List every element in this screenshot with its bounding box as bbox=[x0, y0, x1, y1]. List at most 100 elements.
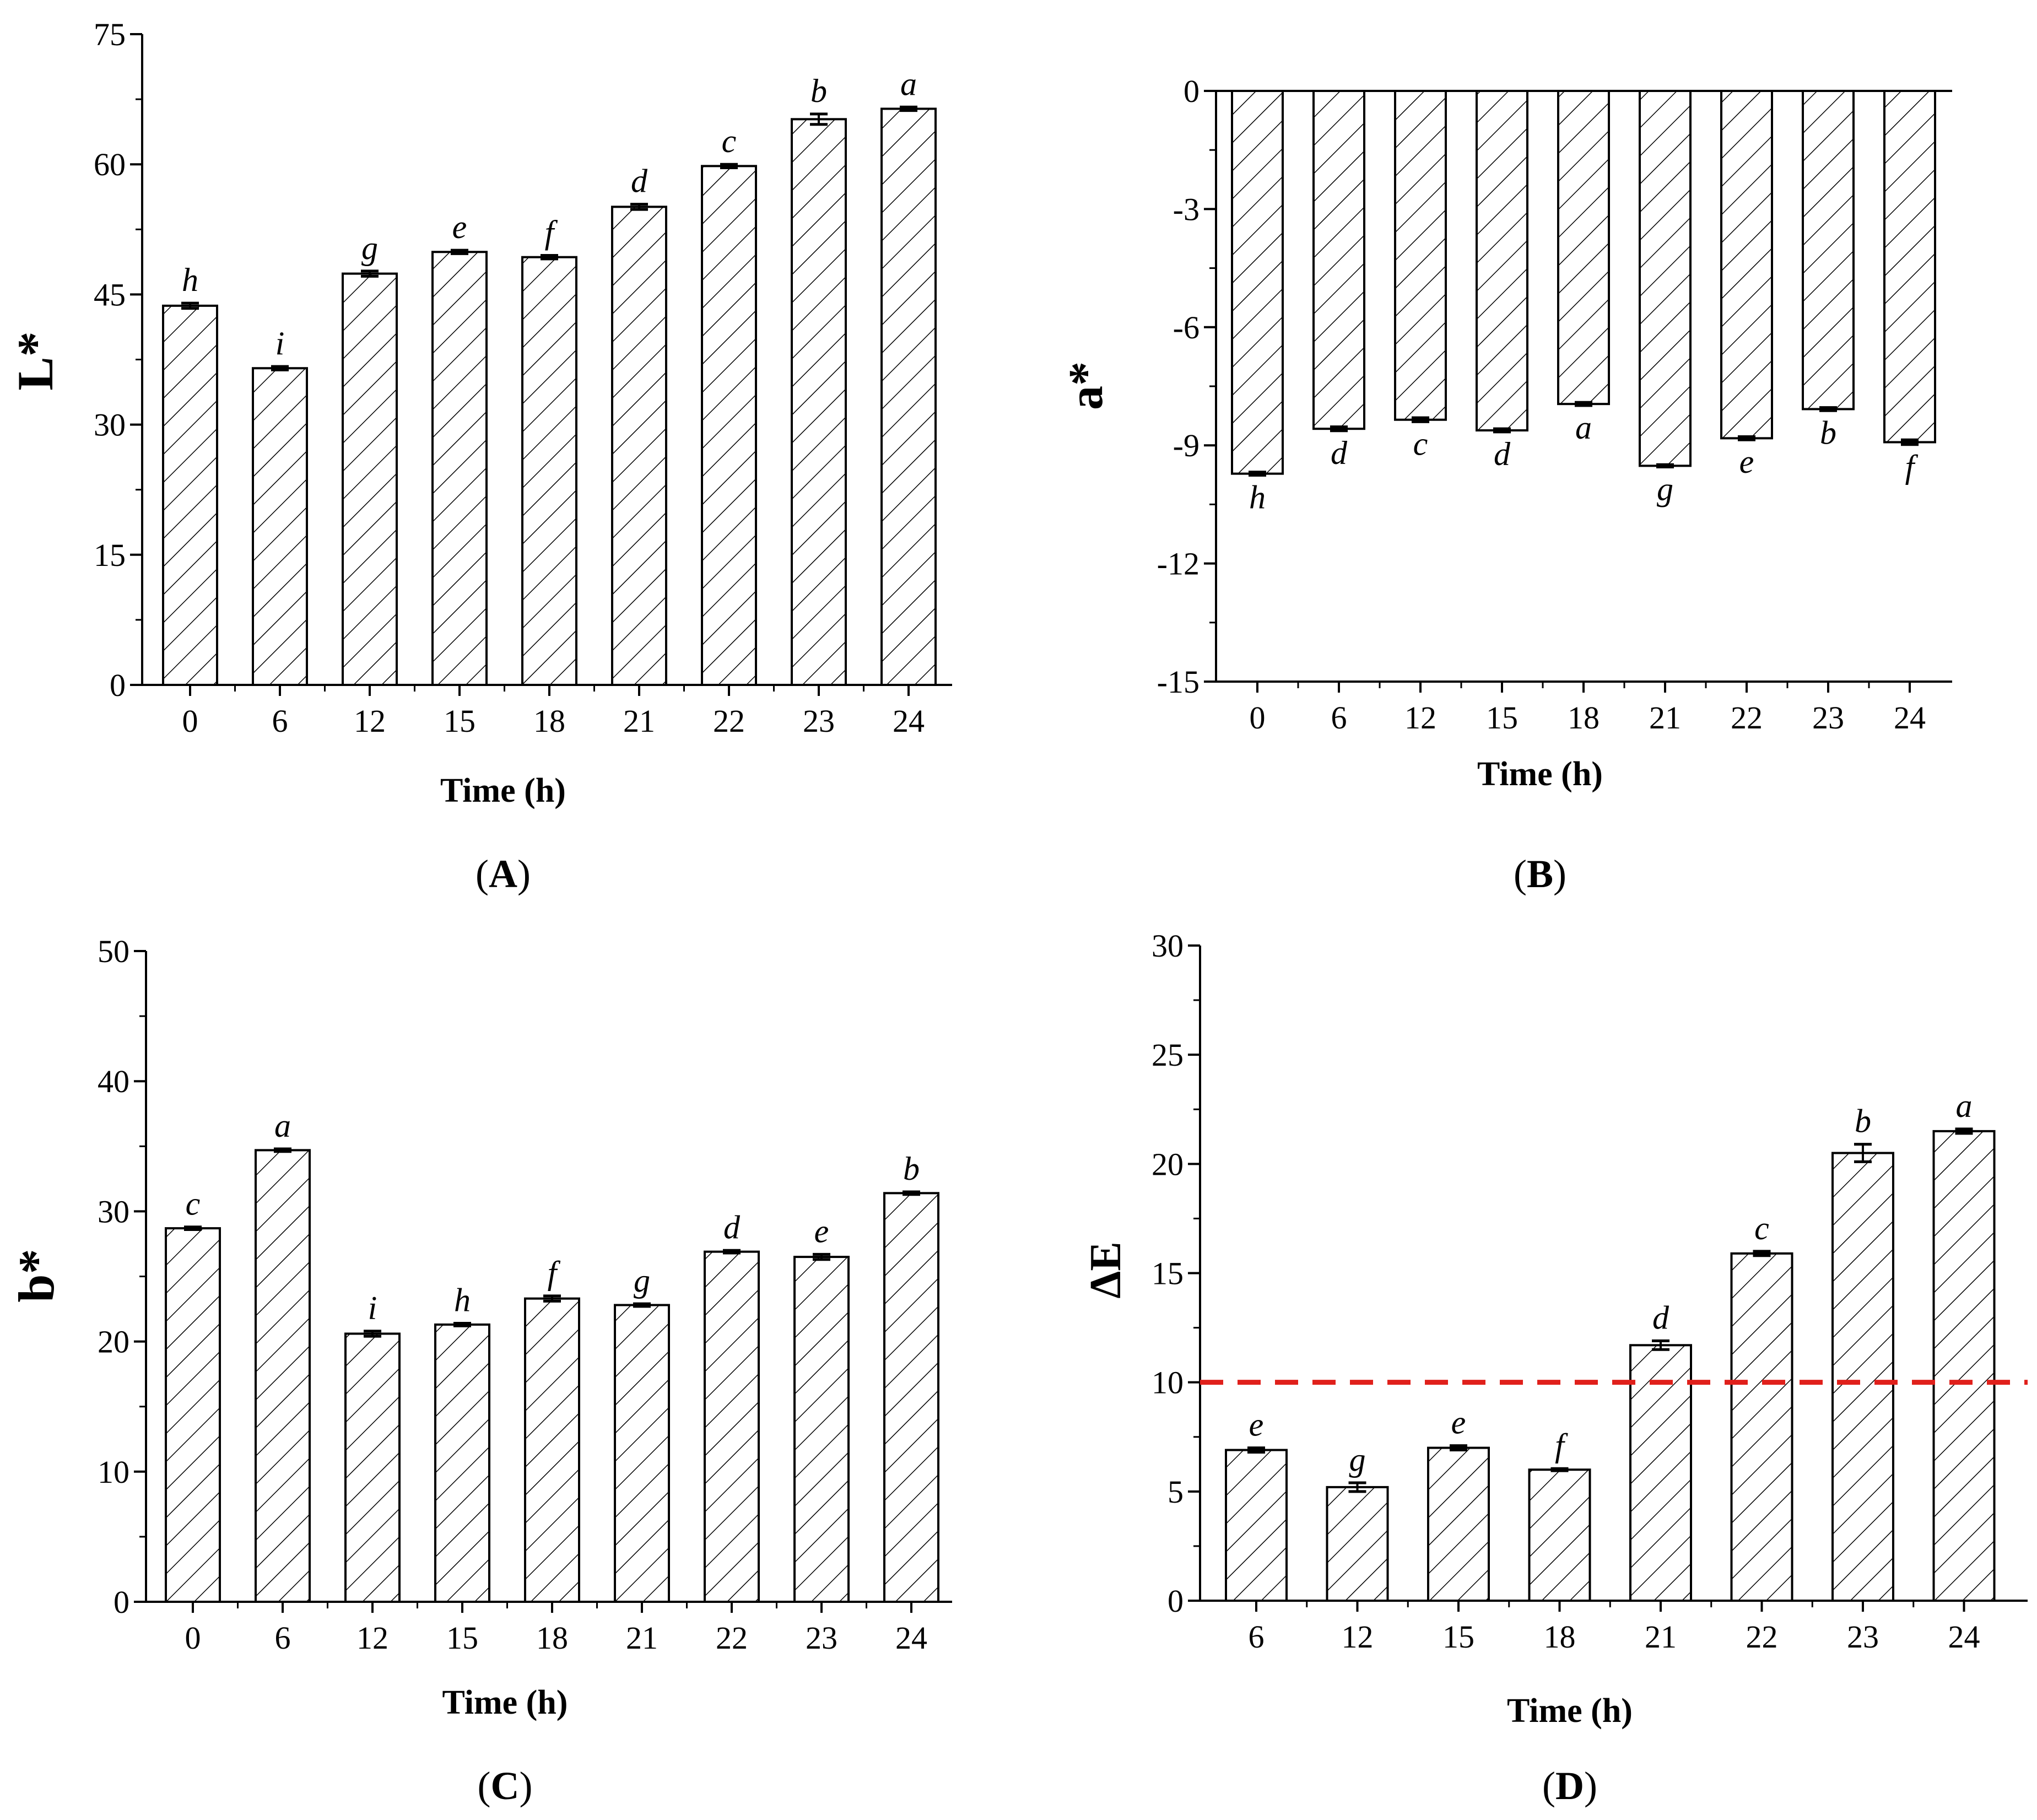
significance-label-c-18: f bbox=[548, 1255, 561, 1291]
y-tick-label-c: 20 bbox=[98, 1324, 129, 1360]
significance-label-c-24: b bbox=[903, 1151, 920, 1187]
bar-c-21 bbox=[614, 1304, 670, 1603]
significance-label-b-0: h bbox=[1249, 479, 1266, 516]
significance-label-c-22: d bbox=[723, 1209, 741, 1245]
significance-label-c-0: c bbox=[186, 1186, 201, 1222]
bar-b-22 bbox=[1720, 90, 1773, 440]
significance-label-d-21: d bbox=[1652, 1299, 1669, 1336]
bar-d-22 bbox=[1730, 1252, 1793, 1602]
bar-c-15 bbox=[434, 1323, 490, 1603]
y-tick-label-b: -6 bbox=[1173, 310, 1199, 345]
significance-label-a-15: e bbox=[452, 209, 467, 245]
panel-letter-c: C bbox=[491, 1764, 520, 1808]
significance-label-d-18: f bbox=[1555, 1427, 1568, 1463]
significance-label-a-21: d bbox=[631, 163, 648, 199]
bar-b-0 bbox=[1231, 90, 1284, 475]
x-tick-label-b-22: 22 bbox=[1731, 700, 1763, 736]
y-axis-title-b: a* bbox=[1060, 361, 1113, 410]
bar-d-15 bbox=[1427, 1446, 1490, 1602]
x-axis-title-c: Time (h) bbox=[442, 1684, 568, 1721]
x-tick-label-d-22: 22 bbox=[1746, 1619, 1778, 1655]
significance-label-d-12: g bbox=[1349, 1441, 1366, 1478]
significance-label-d-15: e bbox=[1451, 1405, 1466, 1441]
significance-label-a-6: i bbox=[275, 325, 285, 361]
significance-label-d-24: a bbox=[1956, 1088, 1973, 1124]
significance-label-c-15: h bbox=[454, 1282, 471, 1319]
y-tick-label-c: 0 bbox=[114, 1584, 129, 1620]
bar-c-0 bbox=[165, 1227, 221, 1603]
y-tick-label-d: 25 bbox=[1152, 1037, 1184, 1073]
significance-label-d-22: c bbox=[1754, 1210, 1769, 1246]
bar-d-23 bbox=[1831, 1152, 1894, 1602]
significance-label-d-23: b bbox=[1855, 1103, 1871, 1139]
panel-label-a: (A) bbox=[476, 852, 531, 896]
y-axis-title-c: b* bbox=[8, 1249, 64, 1302]
bar-a-6 bbox=[252, 367, 308, 686]
significance-label-a-18: f bbox=[545, 214, 558, 251]
bar-c-24 bbox=[883, 1192, 939, 1603]
bar-b-6 bbox=[1312, 90, 1365, 430]
significance-label-b-21: g bbox=[1657, 471, 1673, 507]
x-tick-label-b-15: 15 bbox=[1486, 700, 1518, 736]
chart-panel-a: 0 15 30 45 60 75 h 0 i 6 g 12 e 15 f 18 d 21 c 22 b 23 a 24 Time… bbox=[7, 17, 952, 896]
y-tick-label-c: 40 bbox=[98, 1063, 129, 1099]
bar-a-24 bbox=[880, 107, 937, 686]
x-tick-label-a-0: 0 bbox=[182, 703, 198, 739]
x-tick-label-b-24: 24 bbox=[1894, 700, 1926, 736]
significance-label-c-6: a bbox=[274, 1108, 291, 1144]
significance-label-a-22: c bbox=[722, 123, 737, 159]
bar-d-24 bbox=[1932, 1130, 1996, 1602]
significance-label-b-6: d bbox=[1331, 435, 1348, 471]
y-tick-label-b: -15 bbox=[1157, 664, 1199, 700]
x-tick-label-c-24: 24 bbox=[895, 1620, 927, 1656]
x-tick-label-b-21: 21 bbox=[1649, 700, 1681, 736]
significance-label-c-21: g bbox=[634, 1262, 650, 1299]
significance-label-b-18: a bbox=[1575, 409, 1592, 446]
bar-c-22 bbox=[704, 1250, 760, 1603]
x-tick-label-b-6: 6 bbox=[1331, 700, 1347, 736]
x-tick-label-d-6: 6 bbox=[1249, 1619, 1265, 1655]
bar-b-18 bbox=[1557, 90, 1610, 406]
x-tick-label-c-22: 22 bbox=[716, 1620, 748, 1656]
bar-a-21 bbox=[611, 206, 667, 687]
y-tick-label-d: 15 bbox=[1152, 1256, 1184, 1292]
bar-a-15 bbox=[431, 251, 488, 686]
y-tick-label-d: 30 bbox=[1152, 928, 1184, 964]
chart-panel-d: 0 5 10 15 20 25 30 e 6 g 12 e 15 f 18 d 21 c 22 b 23 a 24 Time … bbox=[1082, 928, 2028, 1808]
chart-panel-b: -15 -12 -9 -6 -3 0 h 0 d 6 c 12 d 15 a 18 g 21 e 22 b 23 f 24 Ti… bbox=[1060, 73, 1952, 896]
x-tick-label-d-12: 12 bbox=[1342, 1619, 1374, 1655]
panel-label-c: (C) bbox=[478, 1764, 533, 1808]
x-tick-label-a-12: 12 bbox=[354, 703, 386, 739]
x-tick-label-c-18: 18 bbox=[536, 1620, 568, 1656]
bar-b-21 bbox=[1639, 90, 1692, 467]
x-tick-label-c-15: 15 bbox=[446, 1620, 478, 1656]
bar-d-21 bbox=[1629, 1344, 1692, 1602]
x-tick-label-c-21: 21 bbox=[626, 1620, 658, 1656]
x-tick-label-b-12: 12 bbox=[1404, 700, 1436, 736]
y-tick-label-a: 45 bbox=[94, 277, 126, 312]
panel-letter-b: B bbox=[1527, 852, 1553, 896]
x-tick-label-a-23: 23 bbox=[803, 703, 835, 739]
y-tick-label-c: 30 bbox=[98, 1193, 129, 1229]
y-tick-label-c: 50 bbox=[98, 933, 129, 969]
x-tick-label-a-6: 6 bbox=[272, 703, 288, 739]
bar-b-23 bbox=[1802, 90, 1855, 411]
bar-a-22 bbox=[701, 165, 757, 687]
x-axis-title-b: Time (h) bbox=[1477, 755, 1603, 793]
significance-label-c-12: i bbox=[368, 1290, 377, 1326]
x-tick-label-c-12: 12 bbox=[356, 1620, 388, 1656]
x-tick-label-b-18: 18 bbox=[1568, 700, 1600, 736]
x-tick-label-a-24: 24 bbox=[893, 703, 925, 739]
y-tick-label-a: 30 bbox=[94, 407, 126, 443]
bar-c-23 bbox=[793, 1256, 850, 1603]
y-tick-label-d: 20 bbox=[1152, 1146, 1184, 1182]
bar-d-18 bbox=[1528, 1468, 1591, 1602]
panel-letter-d: D bbox=[1555, 1764, 1584, 1808]
y-tick-label-a: 60 bbox=[94, 147, 126, 182]
bar-b-15 bbox=[1476, 90, 1528, 432]
bar-d-6 bbox=[1225, 1449, 1288, 1602]
bar-a-18 bbox=[521, 256, 577, 686]
x-tick-label-b-0: 0 bbox=[1250, 700, 1266, 736]
y-tick-label-b: -3 bbox=[1173, 191, 1199, 227]
